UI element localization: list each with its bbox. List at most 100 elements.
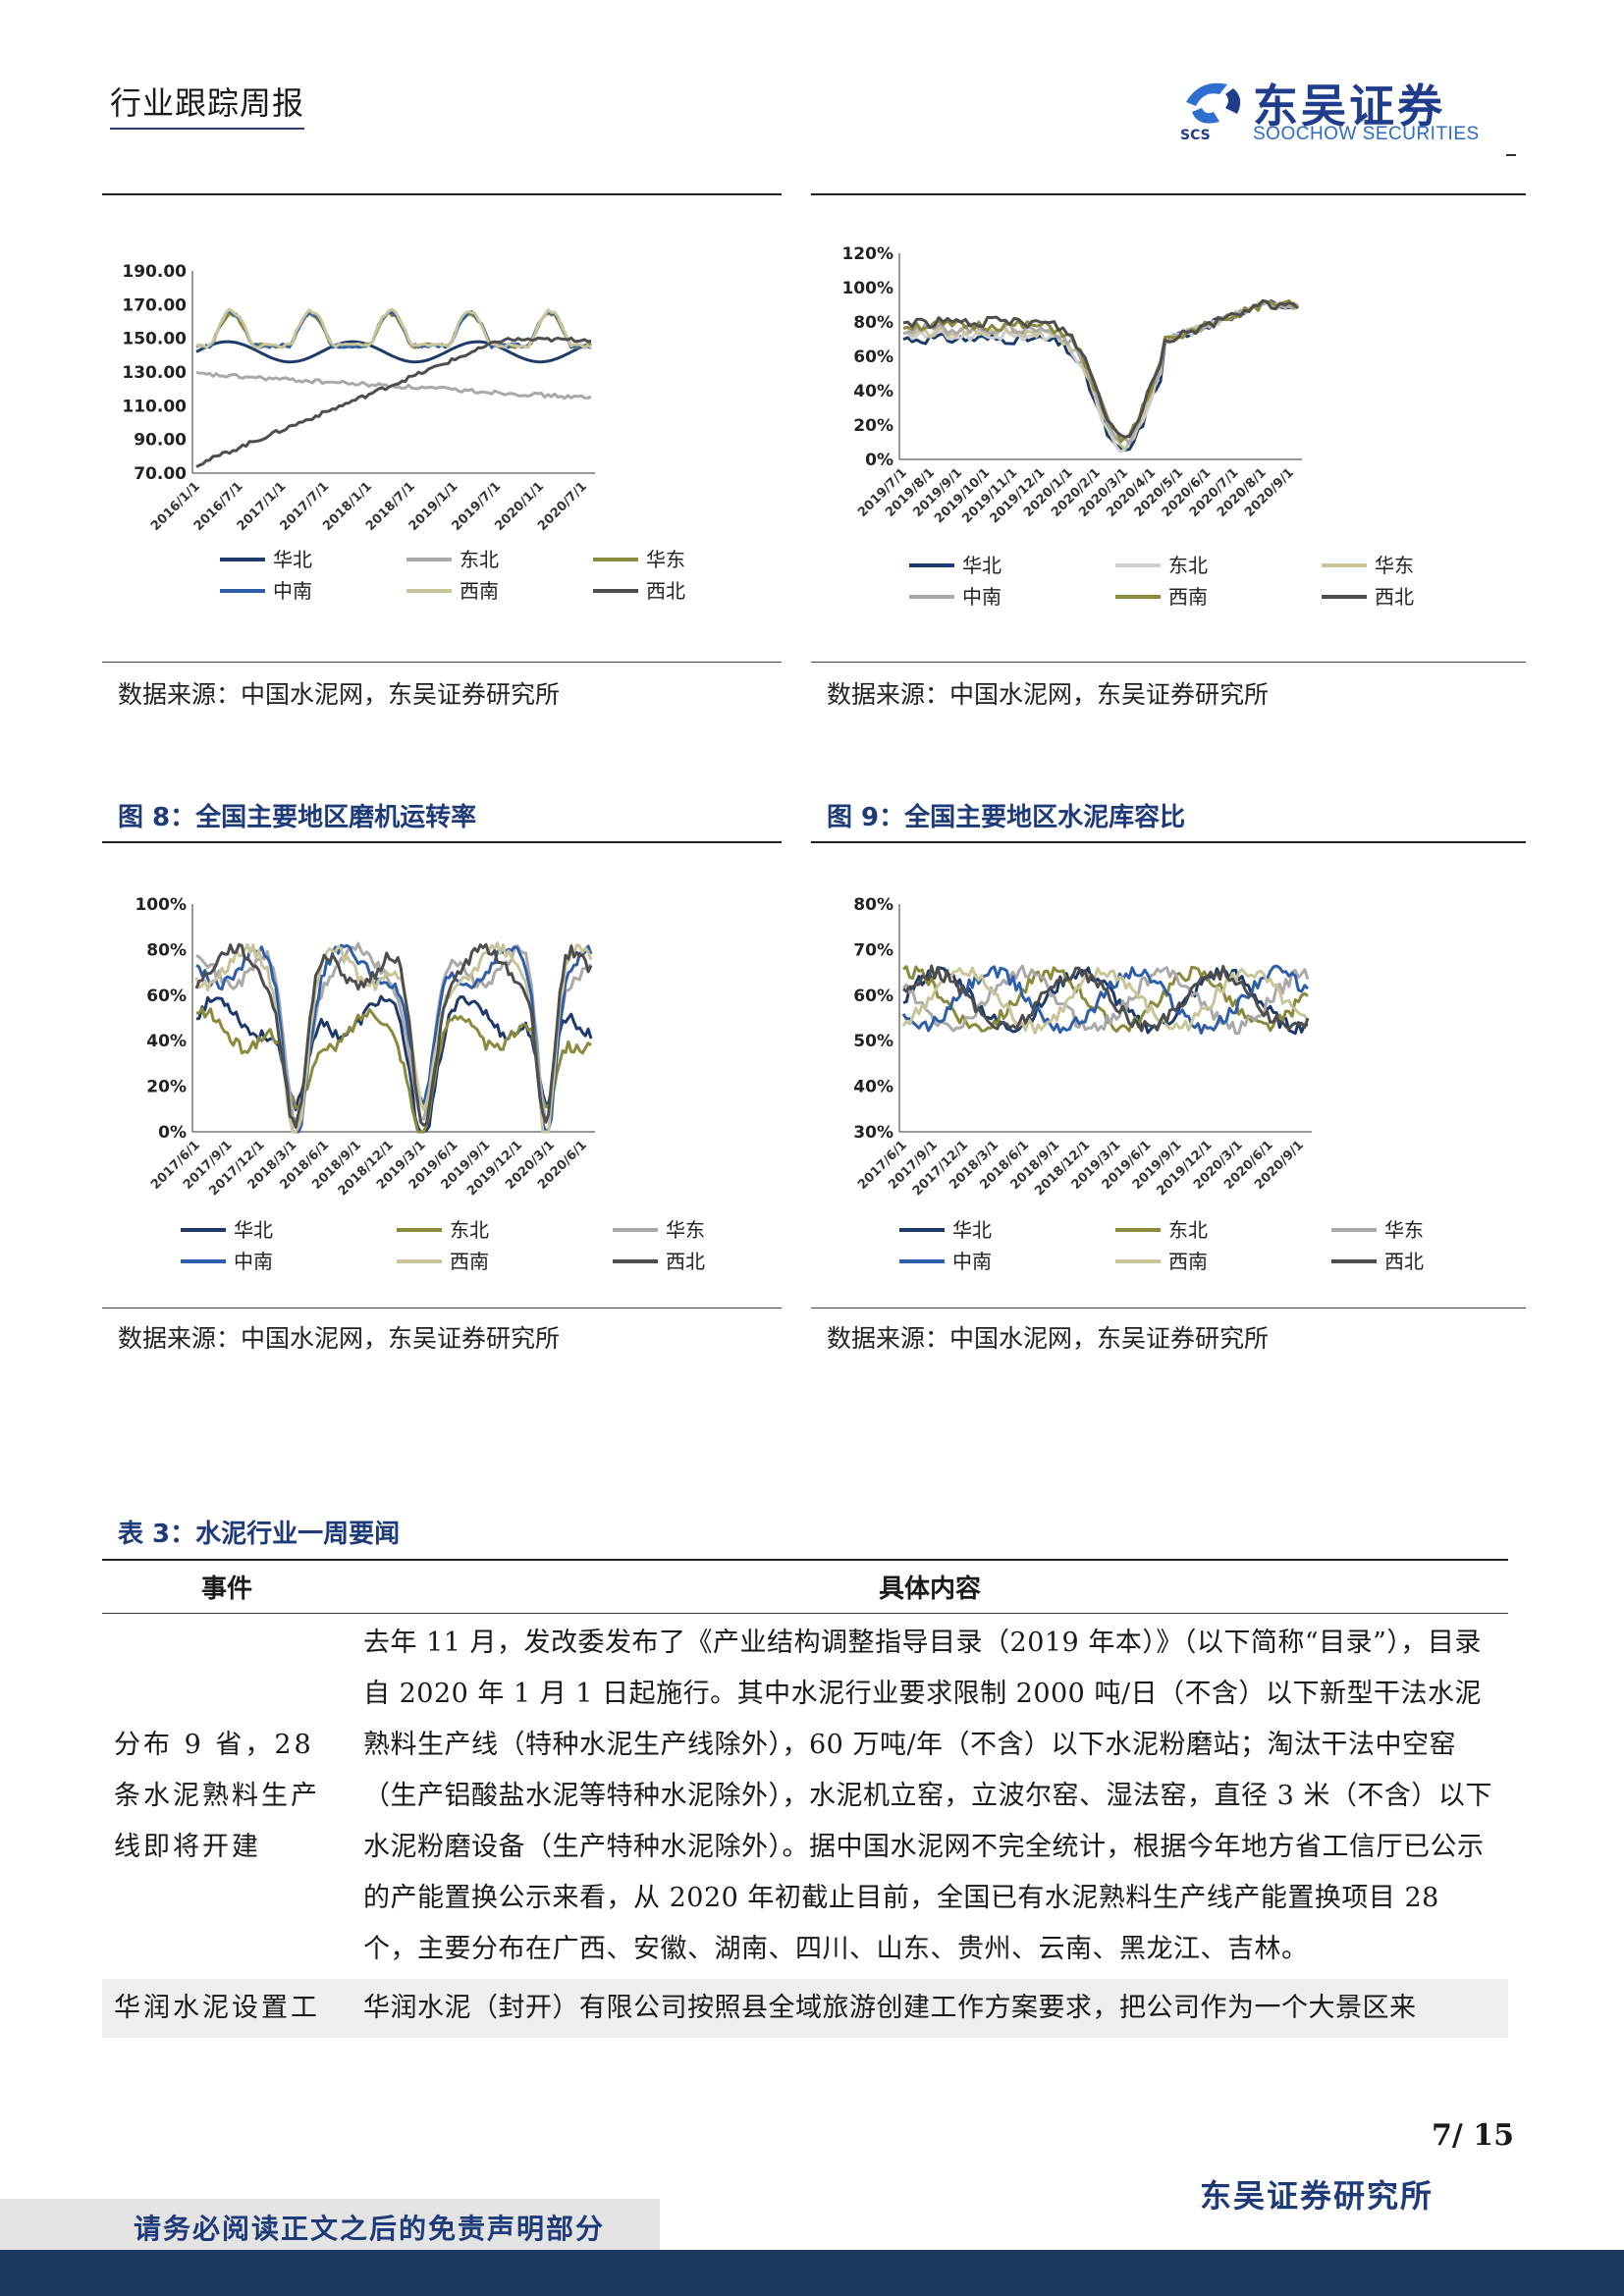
fig8-title: 图 8：全国主要地区磨机运转率: [118, 803, 477, 832]
series-line: [195, 340, 592, 364]
fig8-top-rule: [102, 841, 782, 843]
y-tick-label: 170.00: [122, 295, 187, 315]
y-tick-label: 20%: [146, 1078, 187, 1097]
legend-label: 华东: [1384, 1218, 1424, 1242]
series-line: [194, 942, 593, 1129]
y-tick-label: 60%: [853, 987, 893, 1006]
fig9-source: 数据来源：中国水泥网，东吴证券研究所: [827, 1324, 1270, 1353]
legend-label: 西南: [1168, 585, 1208, 609]
brand-mark: SCS: [1180, 128, 1211, 143]
y-tick-label: 80%: [853, 313, 893, 333]
table-row: 分布 9 省，28 条水泥熟料生产线即将开建 去年 11 月，发改委发布了《产业…: [102, 1614, 1508, 1980]
y-tick-label: 30%: [853, 1123, 893, 1143]
table-row: 华润水泥设置工 华润水泥（封开）有限公司按照县全域旅游创建工作方案要求，把公司作…: [102, 1979, 1508, 2038]
footer-band: [0, 2250, 1624, 2296]
event-cell: 华润水泥设置工: [102, 1979, 352, 2038]
brand-name-cn: 东吴证券: [1253, 80, 1445, 133]
brand-logo-icon: SCS: [1180, 82, 1241, 143]
col-header-event: 事件: [102, 1559, 352, 1614]
content-cell: 去年 11 月，发改委发布了《产业结构调整指导目录（2019 年本）》（以下简称…: [363, 1628, 1492, 1964]
legend-label: 中南: [962, 585, 1001, 609]
series-line: [195, 943, 593, 1134]
legend-label: 华北: [962, 554, 1001, 577]
y-tick-label: 70%: [853, 940, 893, 960]
series-line: [195, 941, 592, 1126]
content-cell: 华润水泥（封开）有限公司按照县全域旅游创建工作方案要求，把公司作为一个大景区来: [352, 1979, 1508, 2038]
y-tick-label: 100%: [841, 279, 893, 298]
legend-label: 中南: [952, 1250, 992, 1273]
y-tick-label: 40%: [853, 1078, 893, 1097]
y-tick-label: 20%: [853, 416, 893, 436]
y-tick-label: 60%: [853, 347, 893, 367]
report-type-header: 行业跟踪周报: [110, 79, 305, 130]
series-line: [902, 298, 1300, 439]
y-tick-label: 190.00: [122, 262, 187, 282]
legend-label: 东北: [450, 1218, 489, 1242]
chart-price-regional: 190.00 170.00 150.00 130.00 110.00 90.00 70.00…: [122, 262, 685, 603]
y-tick-label: 120%: [841, 244, 893, 264]
y-tick-label: 40%: [146, 1032, 187, 1051]
legend-label: 西南: [460, 579, 499, 603]
brand-name-en: SOOCHOW SECURITIES: [1253, 124, 1480, 144]
series-line: [195, 336, 592, 468]
series-line: [902, 966, 1309, 1036]
legend-label: 西南: [1168, 1250, 1208, 1273]
y-tick-label: 50%: [853, 1032, 893, 1051]
table-title: 表 3：水泥行业一周要闻: [118, 1520, 401, 1549]
footer-org: 东吴证券研究所: [1200, 2177, 1435, 2215]
y-tick-label: 90.00: [134, 431, 187, 451]
fig8-source: 数据来源：中国水泥网，东吴证券研究所: [118, 1324, 561, 1353]
y-tick-label: 0%: [158, 1123, 187, 1143]
legend-label: 西北: [1384, 1250, 1424, 1273]
series-line: [901, 964, 1310, 1036]
page-number: 7/ 15: [1431, 2118, 1514, 2153]
series-line: [902, 964, 1310, 1033]
y-tick-label: 100%: [135, 895, 187, 915]
series-line: [901, 966, 1310, 1035]
legend-label: 华北: [273, 548, 312, 571]
legend-label: 西北: [666, 1250, 705, 1273]
y-tick-label: 150.00: [122, 330, 187, 349]
series-line: [194, 941, 593, 1134]
legend-label: 西北: [1375, 585, 1414, 609]
y-tick-label: 0%: [865, 451, 893, 470]
legend-label: 华北: [234, 1218, 273, 1242]
top-left-bottom-rule: [102, 662, 782, 663]
fig9-chart: 80%70%60%50%40%30%2017/6/12017/9/12017/1…: [853, 895, 1424, 1273]
series-line: [901, 964, 1310, 1035]
fig8-chart: 100%80%60%40%20%0%2017/6/12017/9/12017/1…: [135, 895, 705, 1273]
legend-label: 华北: [952, 1218, 992, 1242]
series-line: [196, 1006, 592, 1134]
y-tick-label: 80%: [146, 940, 187, 960]
legend-label: 华东: [666, 1218, 705, 1242]
legend-label: 中南: [273, 579, 312, 603]
disclaimer-text: 请务必阅读正文之后的免责声明部分: [134, 2213, 606, 2245]
legend-label: 东北: [1168, 554, 1208, 577]
y-tick-label: 110.00: [122, 397, 187, 416]
top-right-bottom-rule: [811, 662, 1526, 663]
legend-label: 西南: [450, 1250, 489, 1273]
event-cell: 分布 9 省，28 条水泥熟料生产线即将开建: [114, 1730, 320, 1862]
y-tick-label: 40%: [853, 382, 893, 401]
top-right-rule: [811, 193, 1526, 195]
col-header-content: 具体内容: [352, 1559, 1508, 1614]
legend-label: 东北: [460, 548, 499, 571]
y-tick-label: 70.00: [134, 464, 187, 484]
series-line: [195, 307, 592, 349]
header-dash: [1506, 154, 1516, 156]
y-tick-label: 130.00: [122, 363, 187, 383]
legend-label: 华东: [1375, 554, 1414, 577]
legend-label: 西北: [646, 579, 685, 603]
y-tick-label: 80%: [853, 895, 893, 915]
source-note-top-left: 数据来源：中国水泥网，东吴证券研究所: [118, 680, 561, 709]
legend-label: 东北: [1168, 1218, 1208, 1242]
source-note-top-right: 数据来源：中国水泥网，东吴证券研究所: [827, 680, 1270, 709]
news-table: 事件 具体内容 分布 9 省，28 条水泥熟料生产线即将开建 去年 11 月，发…: [102, 1559, 1508, 2038]
y-tick-label: 60%: [146, 987, 187, 1006]
fig9-top-rule: [811, 841, 1526, 843]
top-left-rule: [102, 193, 782, 195]
legend-label: 中南: [234, 1250, 273, 1273]
fig9-title: 图 9：全国主要地区水泥库容比: [827, 803, 1186, 832]
disclaimer-box: [0, 2199, 660, 2250]
legend-label: 华东: [646, 548, 685, 571]
